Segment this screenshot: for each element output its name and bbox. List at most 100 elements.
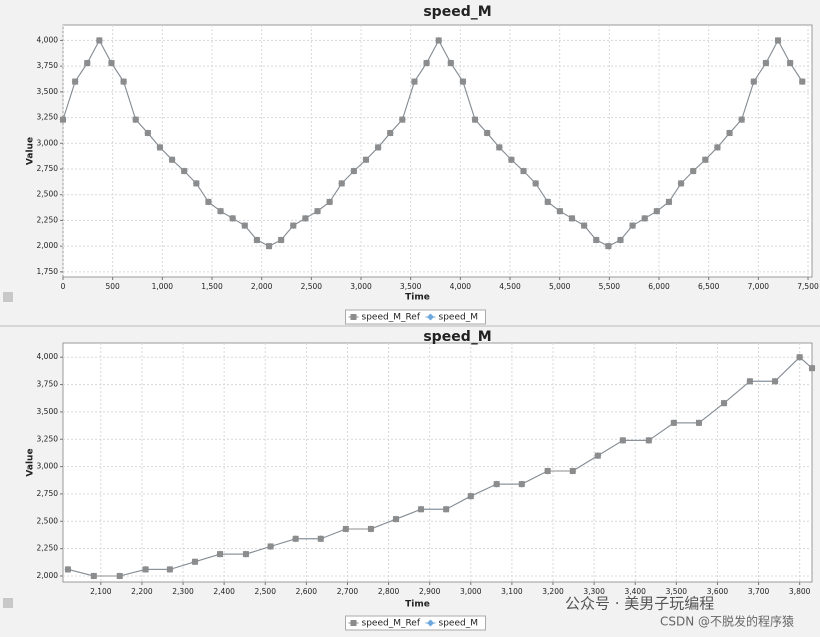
x-tick-label: 2,000 — [251, 282, 273, 291]
x-tick-label: 3,400 — [624, 587, 646, 596]
data-point — [617, 236, 624, 243]
data-point — [645, 437, 652, 444]
data-point — [423, 60, 430, 67]
legend-label: speed_M — [439, 313, 478, 323]
data-point — [619, 437, 626, 444]
data-point — [493, 481, 500, 488]
data-point — [641, 215, 648, 222]
y-tick-label: 2,000 — [37, 241, 59, 250]
x-tick-label: 3,500 — [666, 587, 688, 596]
x-tick-label: 3,000 — [460, 587, 482, 596]
data-point — [690, 168, 697, 175]
x-tick-label: 2,600 — [296, 587, 318, 596]
data-point — [594, 452, 601, 459]
data-point — [702, 156, 709, 163]
data-point — [217, 208, 224, 215]
x-tick-label: 4,500 — [499, 282, 521, 291]
data-point — [375, 144, 382, 151]
y-axis-label: Value — [26, 137, 36, 165]
data-point — [695, 419, 702, 426]
data-point — [64, 566, 71, 573]
x-tick-label: 1,500 — [201, 282, 223, 291]
x-tick-label: 500 — [106, 282, 121, 291]
data-point — [593, 236, 600, 243]
data-point — [629, 222, 636, 229]
data-point — [120, 78, 127, 85]
legend-label: speed_M — [439, 619, 478, 629]
data-point — [156, 144, 163, 151]
x-tick-label: 2,400 — [213, 587, 235, 596]
legend-box — [345, 615, 486, 631]
data-point — [467, 493, 474, 500]
data-point — [556, 208, 563, 215]
x-tick-label: 2,300 — [172, 587, 194, 596]
x-tick-label: 3,200 — [542, 587, 564, 596]
x-tick-label: 3,600 — [707, 587, 729, 596]
y-tick-label: 2,250 — [37, 215, 59, 224]
data-point — [484, 130, 491, 136]
data-point — [142, 566, 149, 573]
x-tick-label: 7,000 — [748, 282, 770, 291]
data-point — [750, 78, 757, 85]
data-point — [418, 506, 425, 513]
chart-title: speed_M — [423, 4, 491, 20]
data-point — [520, 168, 527, 175]
data-point — [317, 535, 324, 542]
x-tick-label: 3,800 — [789, 587, 811, 596]
legend-marker — [350, 620, 357, 626]
x-tick-label: 2,100 — [90, 587, 112, 596]
x-tick-label: 3,300 — [583, 587, 605, 596]
data-point — [367, 525, 374, 532]
watermark: 公众号 · 美男子玩编程 — [565, 595, 714, 613]
x-tick-label: 3,700 — [748, 587, 770, 596]
data-point — [435, 37, 442, 44]
data-point — [72, 78, 79, 85]
x-axis-label: Time — [405, 600, 430, 610]
x-tick-label: 5,500 — [599, 282, 621, 291]
data-point — [191, 558, 198, 565]
y-tick-label: 3,500 — [37, 87, 59, 96]
scroll-handle[interactable] — [3, 598, 13, 608]
x-tick-label: 2,700 — [337, 587, 359, 596]
data-point — [399, 116, 406, 123]
data-point — [726, 130, 733, 136]
watermark: CSDN @不脱发的程序猿 — [660, 614, 794, 629]
plot-area — [62, 24, 813, 278]
x-tick-label: 4,000 — [450, 282, 472, 291]
x-tick-label: 0 — [61, 282, 66, 291]
x-tick-label: 2,500 — [255, 587, 277, 596]
data-point — [443, 506, 450, 513]
data-point — [605, 243, 612, 250]
y-tick-label: 4,000 — [37, 35, 59, 44]
data-point — [738, 116, 745, 123]
data-point — [721, 400, 728, 407]
data-point — [362, 156, 369, 163]
x-axis-label: Time — [405, 293, 430, 303]
legend-box — [345, 309, 486, 325]
x-tick-label: 7,500 — [797, 282, 819, 291]
data-point — [387, 130, 394, 136]
y-tick-label: 2,500 — [37, 190, 59, 199]
data-point — [544, 198, 551, 205]
data-point — [508, 156, 515, 163]
data-point — [665, 198, 672, 205]
data-point — [144, 130, 151, 136]
chart-title: speed_M — [423, 329, 491, 345]
data-point — [302, 215, 309, 222]
y-tick-label: 1,750 — [37, 267, 59, 276]
data-point — [278, 236, 285, 243]
data-point — [96, 37, 103, 44]
scroll-handle[interactable] — [3, 292, 13, 302]
data-point — [169, 156, 176, 163]
data-point — [796, 354, 803, 361]
data-point — [569, 467, 576, 474]
plot-area — [62, 342, 813, 583]
data-point — [569, 215, 576, 222]
data-point — [472, 116, 479, 123]
legend-marker — [427, 619, 434, 627]
x-tick-label: 3,100 — [501, 587, 523, 596]
data-point — [205, 198, 212, 205]
y-tick-label: 3,750 — [37, 61, 59, 70]
x-tick-label: 2,500 — [301, 282, 323, 291]
